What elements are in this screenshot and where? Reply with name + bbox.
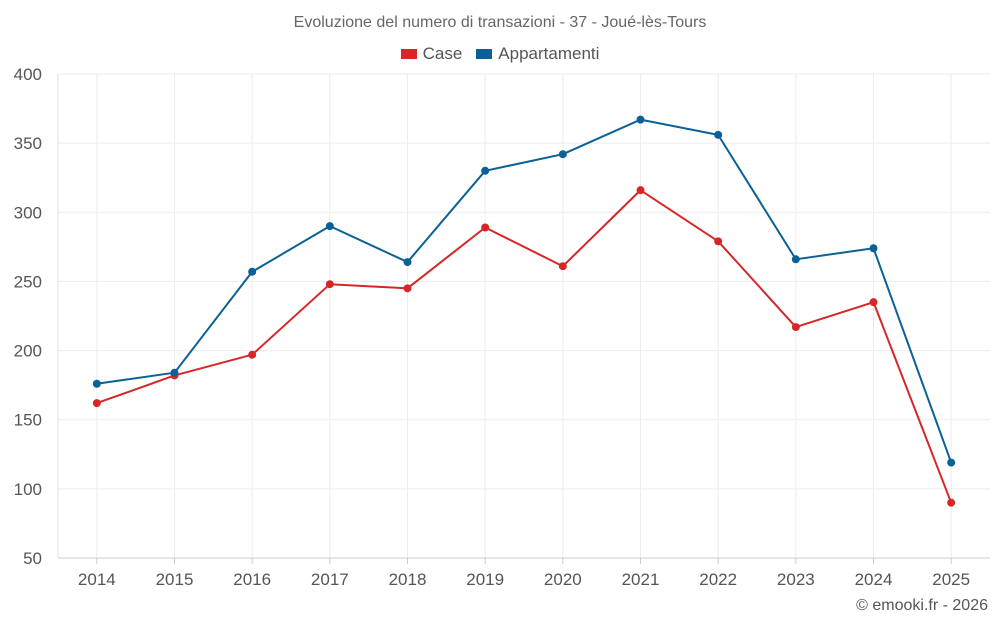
data-point-case[interactable] — [248, 350, 257, 359]
legend-label-appartamenti: Appartamenti — [498, 44, 600, 63]
data-point-appartamenti[interactable] — [403, 258, 412, 267]
data-point-appartamenti[interactable] — [947, 458, 956, 467]
x-tick-label: 2015 — [156, 570, 194, 589]
x-tick-label: 2024 — [855, 570, 893, 589]
x-tick-label: 2021 — [622, 570, 660, 589]
x-tick-label: 2017 — [311, 570, 349, 589]
y-tick-label: 150 — [14, 411, 42, 430]
x-tick-label: 2016 — [233, 570, 271, 589]
x-tick-label: 2022 — [699, 570, 737, 589]
legend-item-appartamenti[interactable]: Appartamenti — [476, 44, 599, 64]
series-line-case — [96, 189, 953, 504]
x-tick-label: 2019 — [466, 570, 504, 589]
y-tick-label: 250 — [14, 272, 42, 291]
x-tick-label: 2020 — [544, 570, 582, 589]
y-tick-label: 300 — [14, 203, 42, 222]
data-point-case[interactable] — [481, 223, 490, 232]
data-point-case[interactable] — [714, 237, 723, 246]
data-point-appartamenti[interactable] — [92, 379, 101, 388]
data-point-case[interactable] — [558, 262, 567, 271]
data-point-case[interactable] — [791, 323, 800, 332]
legend: Case Appartamenti — [0, 44, 1000, 64]
data-point-case[interactable] — [325, 280, 334, 289]
x-tick-label: 2014 — [78, 570, 116, 589]
data-point-case[interactable] — [869, 298, 878, 307]
data-point-case[interactable] — [403, 284, 412, 293]
data-point-appartamenti[interactable] — [869, 244, 878, 253]
data-point-appartamenti[interactable] — [170, 368, 179, 377]
data-point-case[interactable] — [947, 498, 956, 507]
data-point-case[interactable] — [636, 186, 645, 195]
legend-swatch-appartamenti — [476, 49, 493, 59]
data-point-appartamenti[interactable] — [481, 166, 490, 175]
legend-label-case: Case — [422, 44, 463, 63]
series-line-appartamenti — [96, 118, 953, 463]
y-tick-label: 400 — [14, 65, 42, 84]
grid — [57, 73, 990, 559]
x-tick-label: 2018 — [389, 570, 427, 589]
legend-swatch-case — [400, 49, 417, 59]
series-group — [92, 115, 956, 507]
y-axis: 50 100 150 200 250 300 350 400 — [14, 65, 42, 568]
data-point-appartamenti[interactable] — [714, 130, 723, 139]
y-tick-label: 100 — [14, 480, 42, 499]
data-point-appartamenti[interactable] — [791, 255, 800, 264]
x-tick-label: 2023 — [777, 570, 815, 589]
chart-title: Evoluzione del numero di transazioni - 3… — [293, 14, 707, 31]
data-point-appartamenti[interactable] — [636, 115, 645, 124]
y-tick-label: 350 — [14, 134, 42, 153]
data-point-appartamenti[interactable] — [558, 150, 567, 159]
credit-text: © emooki.fr - 2026 — [856, 597, 988, 614]
legend-item-case[interactable]: Case — [400, 44, 463, 64]
data-point-appartamenti[interactable] — [248, 267, 257, 276]
x-tick-label: 2025 — [932, 570, 970, 589]
data-point-appartamenti[interactable] — [325, 222, 334, 231]
y-tick-label: 50 — [23, 549, 42, 568]
y-tick-label: 200 — [14, 342, 42, 361]
data-point-case[interactable] — [92, 399, 101, 408]
x-axis: 2014 2015 2016 2017 2018 2019 2020 2021 2022 2023… — [78, 558, 970, 589]
